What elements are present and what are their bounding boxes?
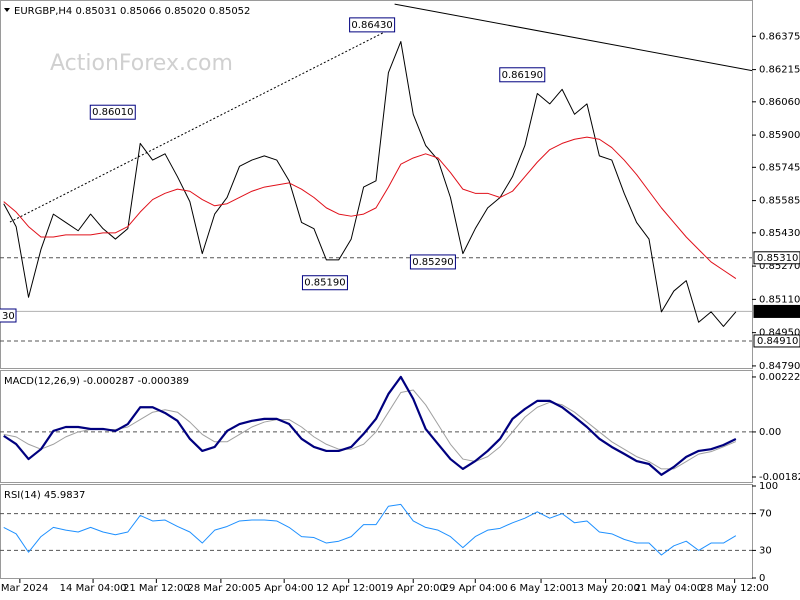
x-tick-label: 29 Apr 04:00 [443,583,508,594]
series-line [3,41,737,327]
series-line [3,389,737,470]
x-tick-label: 21 Mar 12:00 [123,583,190,594]
annotation-label: 0.86430 [351,20,392,31]
level-label-box [753,304,800,318]
edge-label: 30 [2,311,15,322]
y-tick-label: 0.85430 [759,228,800,239]
y-tick-label: -0.001827 [759,472,800,483]
annotation-label: 0.85290 [412,257,453,268]
level-label: 0.84910 [757,336,798,347]
series-line [3,136,737,279]
y-tick-label: 0.84790 [759,361,800,372]
x-tick-label: 13 May 20:00 [571,583,640,594]
annotation-label: 0.86190 [502,70,543,81]
x-tick-label: 28 May 12:00 [700,583,769,594]
x-tick-label: 21 May 04:00 [635,583,704,594]
y-tick-label: 0.86060 [759,97,800,108]
level-label: 0.85310 [757,253,798,264]
annotation-box [409,254,456,270]
x-tick-label: 12 Apr 12:00 [316,583,381,594]
panel-title: MACD(12,26,9) -0.000287 -0.000389 [4,376,189,387]
y-tick-label: 0.85745 [759,162,800,173]
level-label: 0.85052 [757,306,798,317]
trend-line [394,3,753,72]
y-tick-label: 0.86375 [759,31,800,42]
panel-title: EURGBP,H4 0.85031 0.85066 0.85020 0.8505… [14,6,250,17]
panel-frame [0,484,753,579]
annotation-box [301,275,348,291]
x-tick-label: 6 May 12:00 [510,583,572,594]
panel-frame [0,0,753,369]
y-tick-label: 0.00 [759,427,781,438]
annotation-label: 0.86010 [92,107,133,118]
y-tick-label: 0.002229 [759,372,800,383]
level-label-box [753,251,800,265]
x-tick-label: 14 Mar 04:00 [60,583,127,594]
annotation-box [89,104,136,120]
y-tick-label: 100 [759,481,778,492]
y-tick-label: 0.85900 [759,130,800,141]
y-tick-label: 0.85270 [759,261,800,272]
y-tick-label: 0.85110 [759,294,800,305]
panel-frame [0,370,753,483]
x-tick-label: 19 Apr 20:00 [381,583,446,594]
y-tick-label: 0.86215 [759,65,800,76]
y-tick-label: 0.85585 [759,196,800,207]
annotation-box [499,67,546,83]
edge-label-box [0,308,17,323]
y-tick-label: 30 [759,545,772,556]
y-tick-label: 0 [759,573,765,584]
series-line [3,503,737,556]
panel-title: RSI(14) 45.9837 [4,490,85,501]
x-tick-label: 28 Mar 20:00 [187,583,254,594]
annotation-label: 0.85190 [304,278,345,289]
annotation-box [349,17,396,33]
title-arrow [4,8,10,12]
x-tick-label: 5 Apr 04:00 [255,583,314,594]
y-tick-label: 70 [759,509,772,520]
x-tick-label: 6 Mar 2024 [0,583,48,594]
level-label-box [753,334,800,348]
series-line [3,375,737,476]
watermark: ActionForex.com [50,51,233,76]
y-tick-label: 0.84950 [759,328,800,339]
